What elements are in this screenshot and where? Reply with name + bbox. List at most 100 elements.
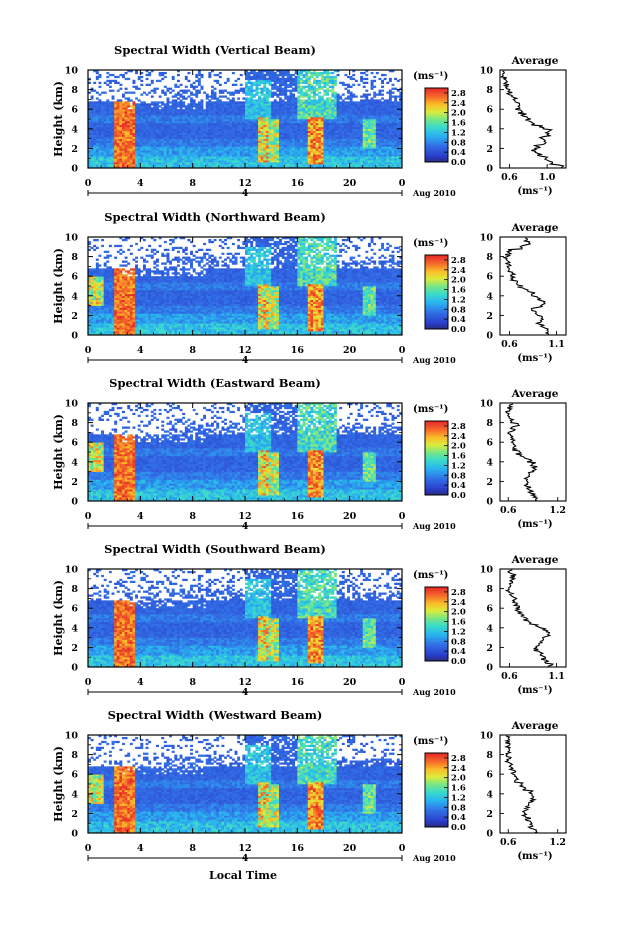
heatmap-cell (326, 138, 330, 141)
heatmap-cell (352, 113, 356, 116)
heatmap-cell (391, 146, 395, 149)
heatmap-cell (289, 132, 293, 135)
heatmap-cell (208, 95, 212, 98)
heatmap-cell (299, 140, 303, 143)
heatmap-cell (318, 95, 322, 98)
heatmap-cell (294, 142, 298, 145)
colorbar-step (425, 108, 448, 111)
heatmap-cell (307, 160, 311, 163)
heatmap-cell (174, 103, 178, 106)
heatmap-cell (169, 87, 173, 90)
heatmap-cell (106, 132, 110, 135)
heatmap-cell (297, 71, 301, 75)
heatmap-cell (326, 77, 330, 81)
heatmap-cell (245, 71, 248, 75)
heatmap-cell (357, 136, 361, 139)
heatmap-cell (190, 117, 193, 120)
heatmap-cell (365, 95, 369, 98)
heatmap-cell (373, 154, 377, 157)
heatmap-cell (328, 105, 332, 108)
heatmap-cell (93, 111, 97, 114)
heatmap-cell (169, 91, 173, 94)
heatmap-cell (313, 119, 316, 122)
heatmap-cell (276, 150, 280, 153)
heatmap-cell (307, 89, 311, 92)
heatmap-cell (174, 148, 178, 151)
heatmap-cell (114, 107, 118, 110)
heatmap-cell (88, 166, 91, 169)
heatmap-cell (135, 70, 139, 73)
heatmap-cell (163, 162, 167, 165)
heatmap-cell (299, 79, 303, 83)
heatmap-cell (179, 140, 183, 143)
heatmap-cell (307, 81, 311, 85)
heatmap-cell (297, 128, 301, 132)
heatmap-cell (195, 144, 199, 147)
heatmap-cell (313, 120, 316, 124)
heatmap-cell (367, 117, 371, 120)
heatmap-cell (114, 105, 118, 108)
heatmap-cell (271, 115, 275, 118)
heatmap-cell (95, 101, 99, 104)
heatmap-cell (245, 164, 248, 167)
heatmap-cell (176, 138, 180, 141)
heatmap-cell (195, 156, 199, 159)
heatmap-cell (224, 166, 227, 169)
heatmap-cell (252, 99, 256, 102)
heatmap-cell (245, 101, 248, 104)
heatmap-cell (360, 79, 364, 83)
heatmap-cell (328, 154, 332, 157)
heatmap-cell (192, 128, 196, 132)
heatmap-cell (122, 75, 125, 79)
heatmap-cell (286, 146, 290, 149)
heatmap-cell (386, 156, 390, 159)
heatmap-cell (98, 124, 102, 128)
heatmap-cell (383, 136, 387, 139)
heatmap-cell (142, 91, 146, 94)
heatmap-cell (365, 93, 369, 96)
colorbar: 0.00.40.81.21.62.02.42.8 (424, 87, 466, 168)
heatmap-cell (360, 122, 364, 126)
heatmap-cell (399, 126, 403, 130)
heatmap-cell (182, 109, 186, 112)
heatmap-cell (93, 144, 97, 147)
heatmap-cell (333, 111, 337, 114)
heatmap-cell (268, 164, 272, 167)
heatmap-cell (119, 115, 123, 118)
heatmap-cell (323, 122, 327, 126)
heatmap-cell (305, 166, 309, 169)
heatmap-cell (216, 113, 220, 116)
heatmap-cell (271, 70, 275, 73)
heatmap-cell (365, 160, 369, 163)
heatmap-cell (362, 128, 366, 132)
heatmap-cell (388, 162, 392, 165)
heatmap-cell (203, 154, 207, 157)
heatmap-cell (114, 79, 118, 83)
heatmap-cell (190, 144, 193, 147)
heatmap-cell (318, 111, 322, 114)
heatmap-cell (323, 105, 327, 108)
heatmap-cell (213, 142, 217, 145)
heatmap-cell (268, 89, 272, 92)
heatmap-cell (252, 75, 256, 79)
heatmap-cell (245, 83, 248, 86)
heatmap-cell (367, 150, 371, 153)
heatmap-cell (318, 101, 322, 104)
heatmap-cell (302, 93, 306, 96)
heatmap-cell (127, 99, 131, 102)
heatmap-cell (166, 89, 170, 92)
heatmap-cell (268, 152, 272, 155)
heatmap-cell (111, 138, 115, 141)
heatmap-cell (349, 160, 353, 163)
heatmap-cell (122, 150, 125, 153)
heatmap-cell (95, 124, 99, 128)
heatmap-cell (388, 70, 392, 73)
heatmap-cell (187, 148, 191, 151)
heatmap-cells (88, 70, 403, 169)
heatmap-cell (129, 146, 133, 149)
heatmap-cell (103, 140, 107, 143)
heatmap-cell (106, 128, 110, 132)
heatmap-cell (176, 79, 180, 83)
heatmap-cell (182, 152, 186, 155)
heatmap-cell (276, 111, 280, 114)
